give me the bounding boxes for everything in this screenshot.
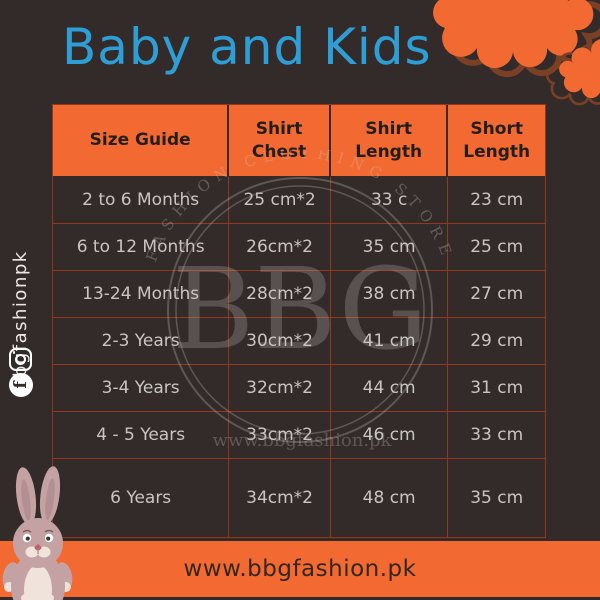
footer-url[interactable]: www.bbgfashion.pk [183, 556, 417, 582]
instagram-lens [15, 354, 26, 365]
table-cell: 25 cm [448, 224, 545, 271]
header-shirt-length: Shirt Length [330, 105, 449, 177]
table-cell: 25 cm*2 [229, 177, 331, 224]
table-cell: 34cm*2 [229, 459, 331, 537]
table-cell: 2 to 6 Months [53, 177, 230, 224]
table-cell: 29 cm [448, 318, 545, 365]
header-shirt-chest: Shirt Chest [229, 105, 331, 177]
table-cell: 6 to 12 Months [53, 224, 230, 271]
table-row: 6 to 12 Months 26cm*2 35 cm 25 cm [53, 224, 545, 271]
table-cell: 30cm*2 [229, 318, 331, 365]
table-cell: 33 cm [448, 412, 545, 459]
table-cell: 41 cm [330, 318, 449, 365]
table-cell: 13-24 Months [53, 271, 230, 318]
table-cell: 3-4 Years [53, 365, 230, 412]
table-cell: 6 Years [53, 459, 230, 537]
table-row: 2 to 6 Months 25 cm*2 33 c 23 cm [53, 177, 545, 224]
instagram-icon[interactable] [9, 348, 32, 371]
table-row: 2-3 Years 30cm*2 41 cm 29 cm [53, 318, 545, 365]
table-cell: 23 cm [448, 177, 545, 224]
table-row: 6 Years 34cm*2 48 cm 35 cm [53, 459, 545, 537]
table-cell: 26cm*2 [229, 224, 331, 271]
table-cell: 27 cm [448, 271, 545, 318]
table-cell: 2-3 Years [53, 318, 230, 365]
table-row: 13-24 Months 28cm*2 38 cm 27 cm [53, 271, 545, 318]
table-cell: 38 cm [330, 271, 449, 318]
cloud-small [559, 39, 600, 98]
table-cell: 35 cm [330, 224, 449, 271]
table-cell: 46 cm [330, 412, 449, 459]
table-cell: 48 cm [331, 459, 449, 537]
table-row: 4 - 5 Years 33cm*2 46 cm 33 cm [53, 412, 545, 459]
table-cell: 33 c [330, 177, 449, 224]
social-sidebar: bbgfashionpk f [6, 150, 40, 410]
table-cell: 4 - 5 Years [53, 412, 230, 459]
table-row: 3-4 Years 32cm*2 44 cm 31 cm [53, 365, 545, 412]
table-cell: 28cm*2 [229, 271, 331, 318]
page-title: Baby and Kids [62, 18, 432, 76]
header-size-guide: Size Guide [53, 105, 230, 177]
header-short-length: Short Length [448, 105, 546, 177]
footer-bar: www.bbgfashion.pk [0, 541, 600, 597]
table-cell: 32cm*2 [229, 365, 331, 412]
table-cell: 33cm*2 [229, 412, 331, 459]
size-guide-table: Size Guide Shirt Chest Shirt Length Shor… [52, 104, 546, 538]
cloud-outline-small [545, 43, 600, 106]
facebook-icon[interactable]: f [9, 373, 33, 397]
instagram-dot [12, 351, 16, 355]
table-cell: 44 cm [330, 365, 449, 412]
table-cell: 31 cm [448, 365, 545, 412]
table-cell: 35 cm [470, 487, 524, 508]
table-header-row: Size Guide Shirt Chest Shirt Length Shor… [53, 105, 546, 177]
